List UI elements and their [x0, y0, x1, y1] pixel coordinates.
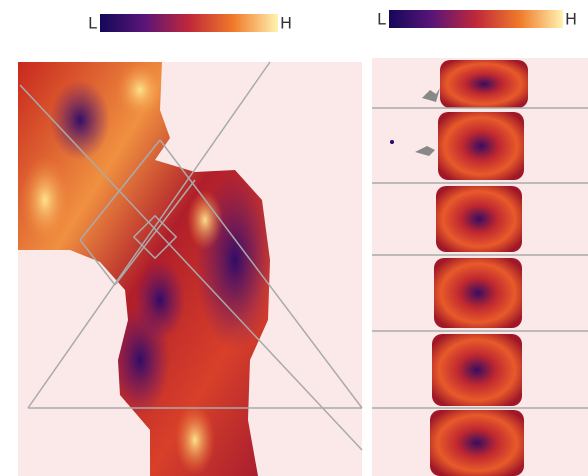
page: L H L H — [0, 0, 588, 476]
colorbar — [100, 14, 278, 32]
colorbar-low-label: L — [377, 10, 386, 29]
scan-view: L H L H — [0, 0, 588, 476]
colorbar-high-label: H — [280, 14, 292, 33]
colorbar-low-label: L — [88, 14, 97, 33]
colorbar — [389, 10, 563, 28]
colorbar-high-label: H — [565, 10, 577, 29]
